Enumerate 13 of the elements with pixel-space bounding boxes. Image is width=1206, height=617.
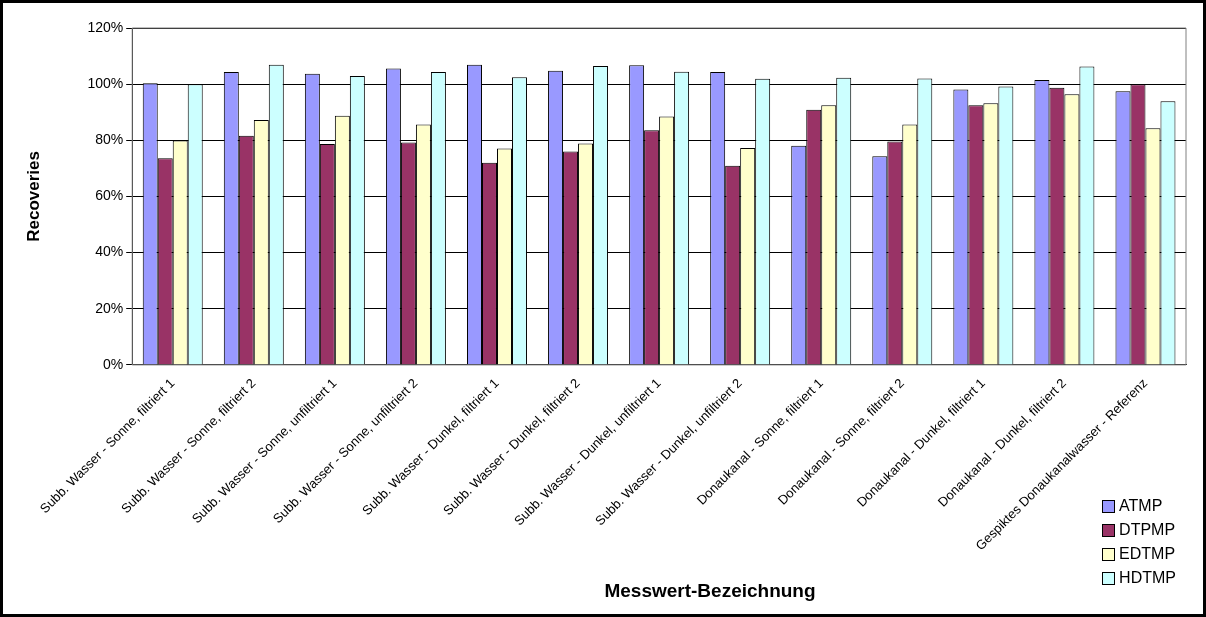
y-tick-label: 40% [95, 243, 124, 260]
y-tick-label: 0% [102, 355, 124, 372]
legend-label: DTPMP [1119, 521, 1176, 539]
legend-label: HDTMP [1119, 569, 1176, 587]
y-tick-label: 120% [87, 18, 124, 35]
legend-label: EDTMP [1119, 545, 1176, 563]
y-axis-title: Recoveries [23, 151, 43, 242]
y-tick-label: 20% [95, 299, 124, 316]
y-tick-label: 80% [95, 131, 124, 148]
x-axis-title: Messwert-Bezeichnung [603, 580, 817, 602]
y-tick-label: 100% [87, 75, 124, 92]
legend-label: ATMP [1119, 497, 1163, 515]
y-tick-label: 60% [95, 187, 124, 204]
